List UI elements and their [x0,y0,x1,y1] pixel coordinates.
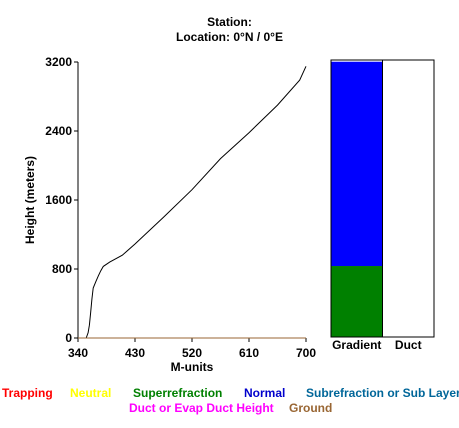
y-tick-label: 2400 [45,124,72,138]
category-label-gradient: Gradient [332,338,381,352]
y-axis-label: Height (meters) [23,156,37,244]
gradient-segment [331,266,383,337]
x-tick-label: 700 [296,346,316,360]
x-tick-label: 340 [68,346,88,360]
profile-plot: 0 800 1600 2400 3200 340 430 520 610 700 M-units He… [23,55,316,374]
station-label: Station: [207,15,252,29]
location-label: Location: 0°N / 0°E [176,30,283,44]
x-axis-label: M-units [171,360,214,374]
category-label-duct: Duct [395,338,422,352]
x-tick-label: 610 [239,346,259,360]
x-tick-label: 520 [182,346,202,360]
legend-duct: Duct or Evap Duct Height [129,401,274,415]
y-tick-label: 800 [52,262,72,276]
x-tick-label: 430 [125,346,145,360]
legend-ground: Ground [289,401,333,415]
legend-trapping: Trapping [2,386,53,400]
gradient-duct-plot: Gradient Duct [330,59,435,352]
y-tick-label: 1600 [45,193,72,207]
legend-subrefraction: Subrefraction or Sub Layer [306,386,459,400]
y-tick-label: 3200 [45,55,72,69]
legend-normal: Normal [244,386,286,400]
y-tick-label: 0 [65,331,72,345]
legend-superrefraction: Superrefraction [133,386,223,400]
m-unit-profile-line [85,66,307,339]
legend-neutral: Neutral [70,386,112,400]
gradient-segment [331,61,383,267]
